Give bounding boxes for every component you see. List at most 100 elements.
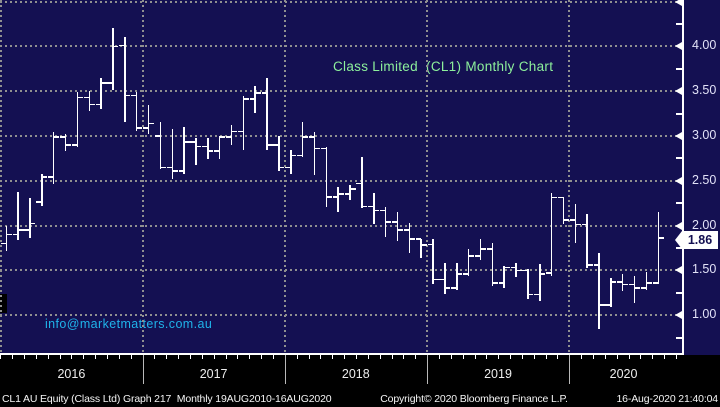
month-tick: [581, 355, 583, 359]
month-tick: [355, 355, 357, 359]
price-axis[interactable]: 4.00 3.50 3.00 2.50 2.00 1.50 1.00: [682, 0, 720, 355]
month-tick: [462, 355, 464, 359]
month-tick: [59, 355, 61, 359]
month-tick: [403, 355, 405, 359]
year-separator: [569, 355, 571, 384]
ohlc-close-tick: [6, 233, 12, 236]
gridline-horizontal: [0, 314, 682, 317]
ohlc-bar: [301, 122, 304, 158]
gridline-horizontal: [0, 269, 682, 272]
ohlc-bar: [124, 37, 126, 123]
ohlc-close-tick: [219, 136, 226, 138]
ohlc-open-tick: [178, 170, 185, 172]
ohlc-bar: [420, 238, 422, 258]
ohlc-bar: [562, 196, 565, 224]
ohlc-open-tick: [463, 273, 469, 275]
month-tick: [272, 355, 274, 359]
ohlc-close-tick: [433, 278, 439, 280]
ohlc-close-tick: [195, 145, 202, 148]
ohlc-open-tick: [356, 182, 362, 185]
ohlc-open-tick: [48, 176, 54, 178]
month-tick: [391, 355, 393, 359]
month-tick: [545, 355, 547, 359]
month-tick: [557, 355, 559, 359]
ohlc-close-tick: [587, 264, 593, 266]
year-label: 2016: [57, 367, 86, 381]
month-tick: [510, 355, 512, 359]
gridline-vertical: [0, 0, 2, 355]
ohlc-bar: [325, 146, 328, 207]
year-separator: [426, 355, 428, 384]
year-label: 2019: [484, 367, 512, 381]
ohlc-close-tick: [160, 166, 166, 168]
ohlc-bar: [598, 253, 600, 329]
gridline-vertical: [141, 0, 144, 355]
year-separator: [142, 355, 144, 384]
price-axis-minor-tick: [676, 112, 682, 115]
ohlc-bar: [183, 126, 185, 174]
ohlc-open-tick: [652, 282, 659, 284]
month-tick: [450, 355, 452, 359]
ohlc-bar: [527, 268, 529, 299]
ohlc-open-tick: [202, 145, 208, 148]
ohlc-bar: [550, 193, 553, 276]
month-tick: [95, 355, 97, 359]
month-tick: [533, 355, 535, 359]
month-tick: [35, 355, 37, 359]
ohlc-open-tick: [83, 96, 90, 99]
ohlc-open-tick: [71, 144, 78, 146]
month-tick: [47, 355, 49, 359]
ohlc-close-tick: [184, 141, 190, 143]
ohlc-open-tick: [226, 136, 232, 138]
ohlc-bar: [207, 137, 209, 160]
ohlc-close-tick: [563, 219, 569, 221]
ohlc-close-tick: [302, 136, 309, 138]
ohlc-close-tick: [634, 287, 641, 289]
ohlc-open-tick: [0, 242, 7, 245]
status-bar: CL1 AU Equity (Class Ltd) Graph 217 Mont…: [0, 393, 720, 405]
ohlc-close-tick: [101, 82, 107, 84]
ohlc-close-tick: [18, 229, 24, 231]
ohlc-open-tick: [392, 221, 398, 223]
price-axis-minor-tick: [676, 291, 682, 294]
ohlc-bar: [633, 275, 636, 304]
ohlc-open-tick: [581, 223, 588, 226]
price-tag-arrow-icon: [675, 231, 682, 249]
ohlc-open-tick: [498, 282, 505, 284]
gridline-horizontal: [0, 45, 682, 48]
ohlc-open-tick: [640, 287, 647, 289]
ohlc-open-tick: [107, 82, 113, 84]
ohlc-close-tick: [575, 223, 581, 226]
ohlc-bar: [574, 203, 577, 243]
ohlc-close-tick: [385, 221, 392, 223]
ohlc-close-tick: [468, 255, 475, 257]
price-axis-minor-tick: [676, 157, 682, 160]
chart-plot-area[interactable]: Class Limited (CL1) Monthly Chart info@m…: [0, 0, 682, 355]
last-price-value: 1.86: [682, 231, 718, 249]
ohlc-close-tick: [350, 188, 356, 190]
price-axis-label: 1.00: [692, 307, 717, 322]
ohlc-close-tick: [112, 45, 119, 48]
ohlc-close-tick: [599, 304, 605, 306]
ohlc-open-tick: [297, 154, 303, 157]
ohlc-open-tick: [344, 193, 351, 195]
ohlc-close-tick: [444, 287, 451, 289]
ohlc-close-tick: [610, 281, 617, 283]
ohlc-open-tick: [415, 238, 422, 240]
month-tick: [296, 355, 298, 359]
ohlc-close-tick: [290, 154, 297, 157]
month-tick: [320, 355, 322, 359]
ohlc-close-tick: [646, 282, 652, 284]
ohlc-bar: [29, 197, 31, 239]
ohlc-bar: [17, 192, 19, 240]
month-tick: [213, 355, 215, 359]
ohlc-close-tick: [53, 136, 60, 138]
ohlc-open-tick: [617, 281, 623, 283]
ohlc-bar: [361, 157, 363, 209]
ohlc-open-tick: [605, 304, 611, 306]
ohlc-bar: [242, 95, 245, 151]
ohlc-bar: [657, 212, 660, 284]
ohlc-open-tick: [131, 94, 137, 97]
month-tick: [225, 355, 227, 359]
